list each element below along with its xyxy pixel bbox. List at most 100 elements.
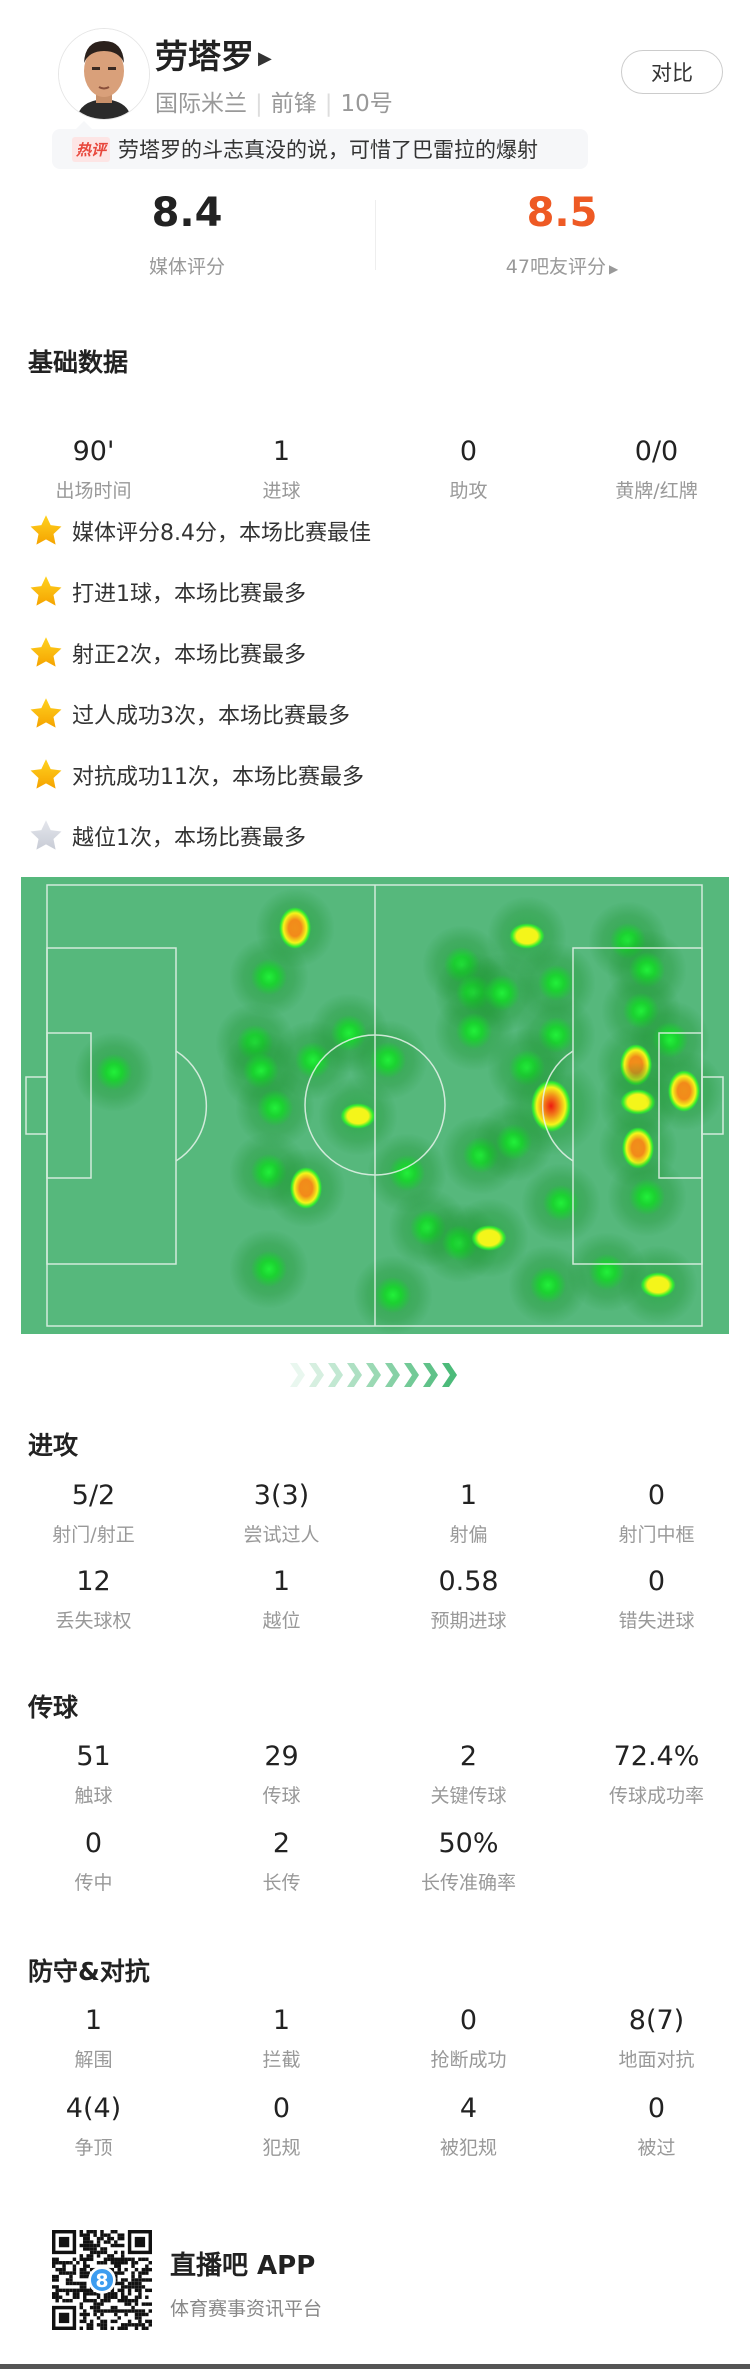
stat-label: 丢失球权 [55, 1610, 132, 1632]
app-name: 直播吧 APP [170, 2251, 316, 2281]
heatmap-point [73, 1032, 154, 1113]
fan-rating-value: 8.5 [526, 190, 598, 236]
highlight-text: 对抗成功11次，本场比赛最多 [72, 765, 364, 790]
stat-value: 1 [272, 2005, 291, 2036]
stat-value: 29 [264, 1741, 299, 1772]
chevron-right-icon [347, 1363, 362, 1387]
stat-value: 2 [459, 1741, 478, 1772]
star-gray-icon [30, 820, 62, 850]
heatmap-point [353, 1255, 434, 1334]
star-gold-icon [30, 698, 62, 728]
stat-label: 出场时间 [55, 480, 132, 502]
stat-value: 72.4% [613, 1741, 700, 1772]
stat-label: 传球成功率 [608, 1785, 704, 1807]
separator: | [255, 91, 263, 117]
heatmap-pitch [21, 877, 729, 1334]
stat-value: 3(3) [253, 1480, 310, 1511]
hot-comment-text: 劳塔罗的斗志真没的说，可惜了巴雷拉的爆射 [118, 138, 539, 162]
stat-label: 被犯规 [439, 2137, 497, 2159]
media-rating-label: 媒体评分 [148, 256, 225, 278]
caret-right-icon: ▶ [258, 48, 272, 69]
heatmap-point [347, 1019, 428, 1100]
stat-label: 预期进球 [430, 1610, 507, 1632]
stat-value: 0 [647, 1480, 666, 1511]
fan-rating-label: 47吧友评分 [505, 256, 606, 278]
stat-label: 犯规 [262, 2137, 301, 2159]
stat-label: 射门中框 [618, 1524, 695, 1546]
heatmap-point [228, 936, 309, 1017]
stat-label: 争顶 [74, 2137, 113, 2159]
compare-button[interactable]: 对比 [621, 50, 723, 94]
stat-label: 越位 [262, 1610, 301, 1632]
stat-label: 长传 [262, 1872, 301, 1894]
stat-label: 被过 [637, 2137, 676, 2159]
stat-value: 0 [647, 2093, 666, 2124]
stat-value: 1 [84, 2005, 103, 2036]
stat-value: 4 [459, 2093, 478, 2124]
highlight-item: 过人成功3次，本场比赛最多 [28, 696, 350, 732]
section-title-attack: 进攻 [28, 1431, 79, 1460]
stat-value: 50% [438, 1828, 499, 1859]
section-title-basic: 基础数据 [28, 348, 129, 377]
star-gold-icon [30, 515, 62, 545]
chevron-right-icon [442, 1363, 457, 1387]
chevron-right-icon [423, 1363, 438, 1387]
highlight-item: 对抗成功11次，本场比赛最多 [28, 757, 364, 793]
divider [375, 200, 376, 270]
stat-label: 传中 [74, 1872, 113, 1894]
stat-label: 尝试过人 [243, 1524, 320, 1546]
bottom-bar [0, 2364, 750, 2369]
stat-value: 0 [272, 2093, 291, 2124]
stat-value: 4(4) [65, 2093, 122, 2124]
stat-value: 0/0 [634, 436, 679, 467]
stat-label: 射门/射正 [52, 1524, 135, 1546]
chevron-right-icon [309, 1363, 324, 1387]
player-name-link[interactable]: 劳塔罗 ▶ [155, 30, 272, 78]
stat-label: 拦截 [262, 2049, 301, 2071]
fan-rating-link[interactable]: 47吧友评分 ▶ [462, 252, 662, 279]
stat-label: 黄牌/红牌 [615, 480, 698, 502]
highlight-item: 媒体评分8.4分，本场比赛最佳 [28, 513, 371, 549]
highlight-item: 打进1球，本场比赛最多 [28, 574, 306, 610]
chevron-right-icon [404, 1363, 419, 1387]
stat-label: 错失进球 [618, 1610, 695, 1632]
stat-label: 关键传球 [430, 1785, 507, 1807]
highlight-item: 越位1次，本场比赛最多 [28, 818, 306, 854]
chevron-right-icon [385, 1363, 400, 1387]
stat-label: 解围 [74, 2049, 113, 2071]
stat-value: 1 [459, 1480, 478, 1511]
chevron-right-icon [328, 1363, 343, 1387]
stat-value: 5/2 [71, 1480, 116, 1511]
stat-value: 1 [272, 1566, 291, 1597]
app-description: 体育赛事资讯平台 [170, 2298, 323, 2320]
separator: | [324, 91, 333, 117]
highlight-item: 射正2次，本场比赛最多 [28, 635, 306, 671]
position: 前锋 [270, 91, 317, 117]
stat-value: 51 [76, 1741, 111, 1772]
stat-value: 0.58 [438, 1566, 499, 1597]
hot-comment[interactable]: 热评 劳塔罗的斗志真没的说，可惜了巴雷拉的爆射 [52, 121, 588, 169]
stat-label: 传球 [262, 1785, 301, 1807]
player-name: 劳塔罗 [155, 37, 254, 76]
stat-value: 0 [459, 2005, 478, 2036]
heatmap-point [618, 1245, 699, 1326]
section-title-passing: 传球 [28, 1693, 79, 1722]
highlight-text: 打进1球，本场比赛最多 [72, 582, 306, 607]
stat-label: 地面对抗 [618, 2049, 695, 2071]
highlight-text: 媒体评分8.4分，本场比赛最佳 [72, 521, 371, 546]
scroll-chevrons [288, 1360, 459, 1390]
heatmap-point [228, 1229, 309, 1310]
stat-label: 触球 [74, 1785, 113, 1807]
highlight-text: 射正2次，本场比赛最多 [72, 643, 306, 668]
stat-label: 抢断成功 [430, 2049, 507, 2071]
chevron-right-icon [290, 1363, 305, 1387]
caret-right-icon: ▶ [608, 262, 619, 276]
qr-badge: 8 [95, 2270, 108, 2292]
heatmap-point [606, 1156, 687, 1237]
star-gold-icon [30, 637, 62, 667]
pitch-lines [25, 884, 724, 1327]
stat-label: 射偏 [449, 1524, 488, 1546]
stat-value: 0 [647, 1566, 666, 1597]
qr-code: 8 [52, 2230, 152, 2330]
stat-value: 0 [84, 1828, 103, 1859]
